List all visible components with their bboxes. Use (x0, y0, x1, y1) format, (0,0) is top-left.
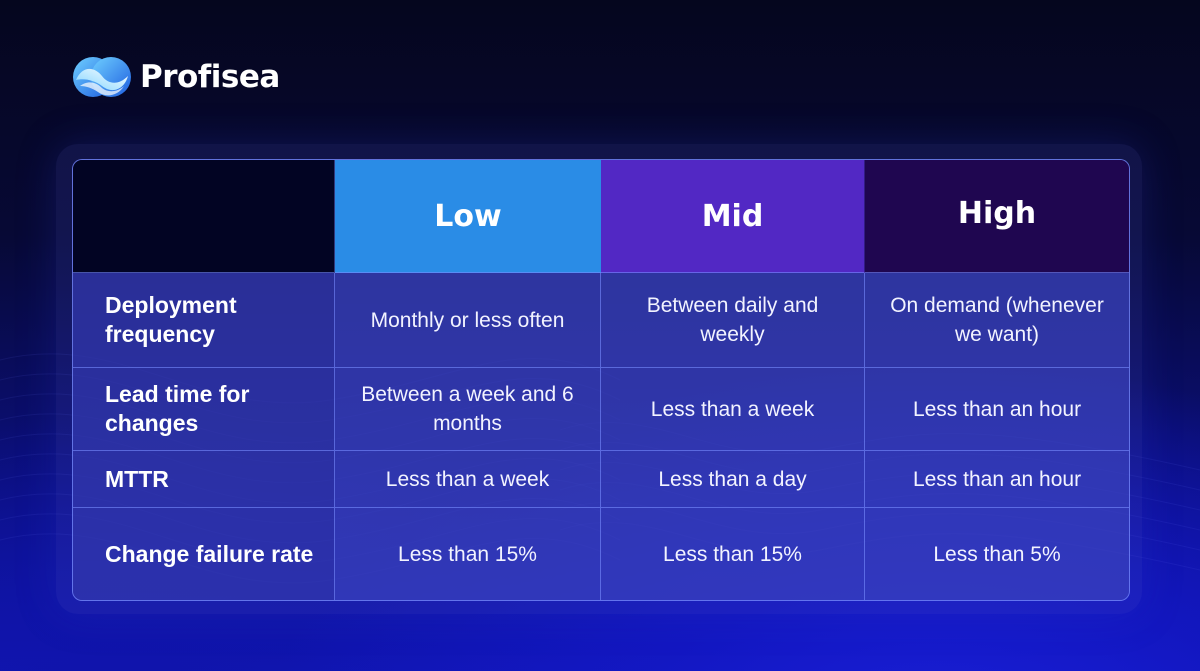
column-header-low: Low (335, 160, 601, 273)
cell-change-failure-rate-low: Less than 15% (335, 508, 601, 600)
wave-logo-icon (73, 57, 131, 97)
column-header-mid-label: Mid (701, 198, 764, 234)
row-label-mttr: MTTR (73, 451, 335, 508)
column-header-high: High (865, 160, 1129, 273)
row-label-lead-time: Lead time for changes (73, 368, 335, 451)
cell-change-failure-rate-mid: Less than 15% (601, 508, 865, 600)
column-header-low-label: Low (434, 198, 502, 234)
cell-deployment-frequency-mid: Between daily and weekly (601, 273, 865, 368)
corner-header-cell (73, 160, 335, 273)
cell-mttr-high: Less than an hour (865, 451, 1129, 508)
cell-mttr-low: Less than a week (335, 451, 601, 508)
column-header-high-label: High (957, 195, 1037, 231)
cell-lead-time-high: Less than an hour (865, 368, 1129, 451)
cell-lead-time-mid: Less than a week (601, 368, 865, 451)
cell-lead-time-low: Between a week and 6 months (335, 368, 601, 451)
brand-name: Profisea (140, 59, 280, 95)
row-label-deployment-frequency: Deployment frequency (73, 273, 335, 368)
brand-logo: Profisea (72, 56, 280, 98)
row-label-change-failure-rate: Change failure rate (73, 508, 335, 600)
column-header-mid: Mid (601, 160, 865, 273)
cell-deployment-frequency-high: On demand (whenever we want) (865, 273, 1129, 368)
cell-mttr-mid: Less than a day (601, 451, 865, 508)
comparison-table: Low Mid High Deployment frequency Monthl… (72, 159, 1130, 601)
cell-change-failure-rate-high: Less than 5% (865, 508, 1129, 600)
cell-deployment-frequency-low: Monthly or less often (335, 273, 601, 368)
